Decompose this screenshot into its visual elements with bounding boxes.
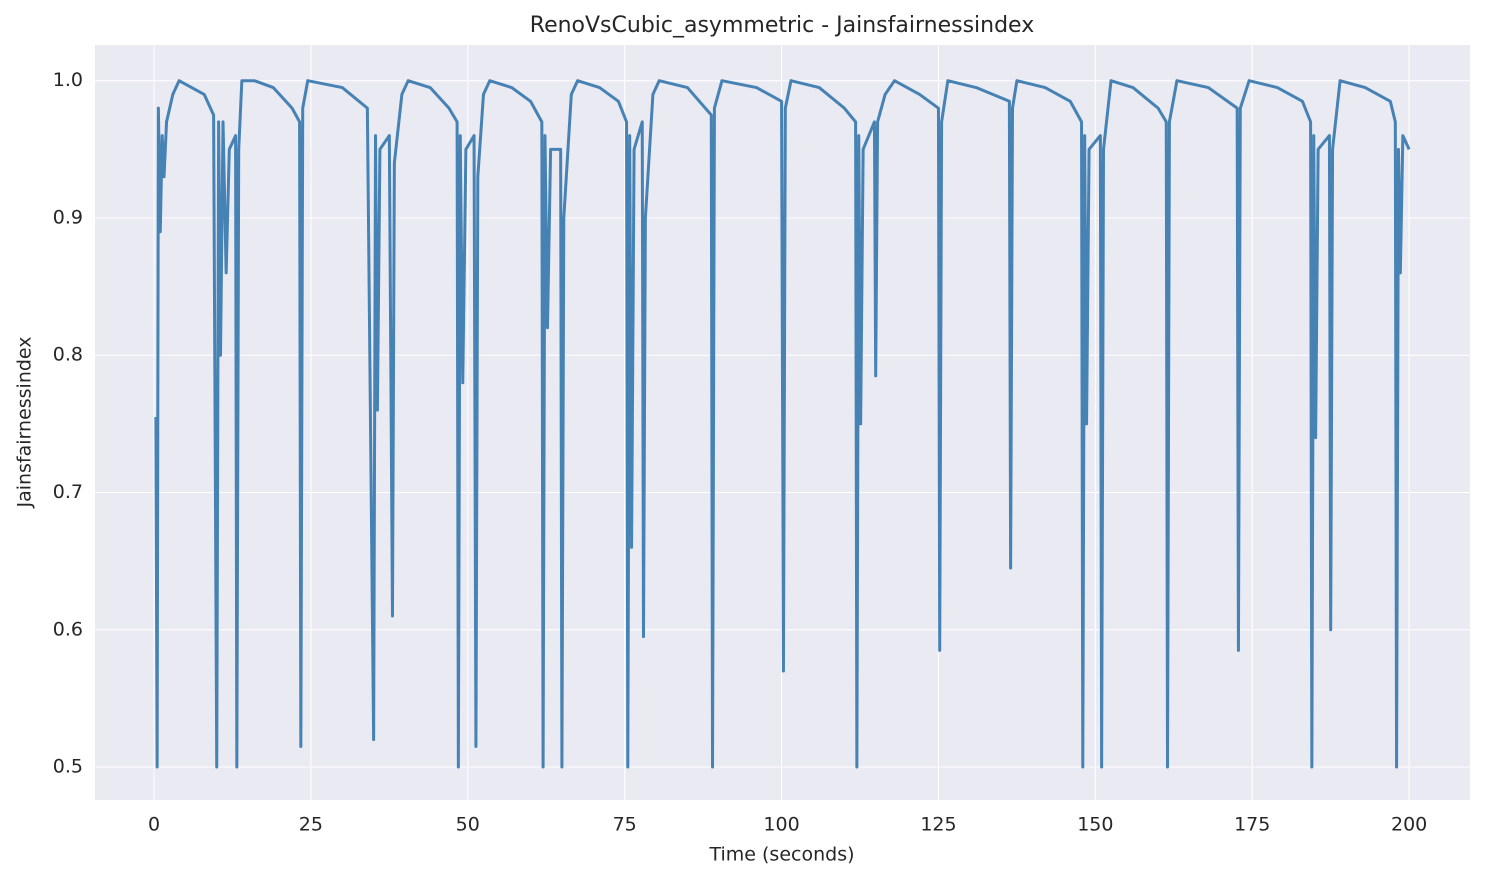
x-tick-label: 50: [456, 814, 480, 836]
y-tick-label: 1.0: [53, 69, 83, 91]
y-tick-label: 0.9: [53, 206, 83, 228]
x-axis-label: Time (seconds): [708, 844, 854, 866]
y-axis-label: Jainsfairnessindex: [14, 336, 36, 508]
x-tick-label: 175: [1234, 814, 1270, 836]
y-tick-label: 0.8: [53, 344, 83, 366]
x-tick-label: 150: [1077, 814, 1113, 836]
y-tick-label: 0.7: [53, 481, 83, 503]
y-tick-label: 0.6: [53, 618, 83, 640]
x-tick-label: 100: [763, 814, 799, 836]
x-tick-label: 200: [1391, 814, 1427, 836]
y-tick-label: 0.5: [53, 756, 83, 778]
x-tick-label: 125: [920, 814, 956, 836]
chart-title: RenoVsCubic_asymmetric - Jainsfairnessin…: [530, 13, 1034, 38]
data-line: [154, 79, 1411, 769]
x-tick-label: 0: [148, 814, 160, 836]
x-tick-label: 25: [299, 814, 323, 836]
x-tick-label: 75: [613, 814, 637, 836]
